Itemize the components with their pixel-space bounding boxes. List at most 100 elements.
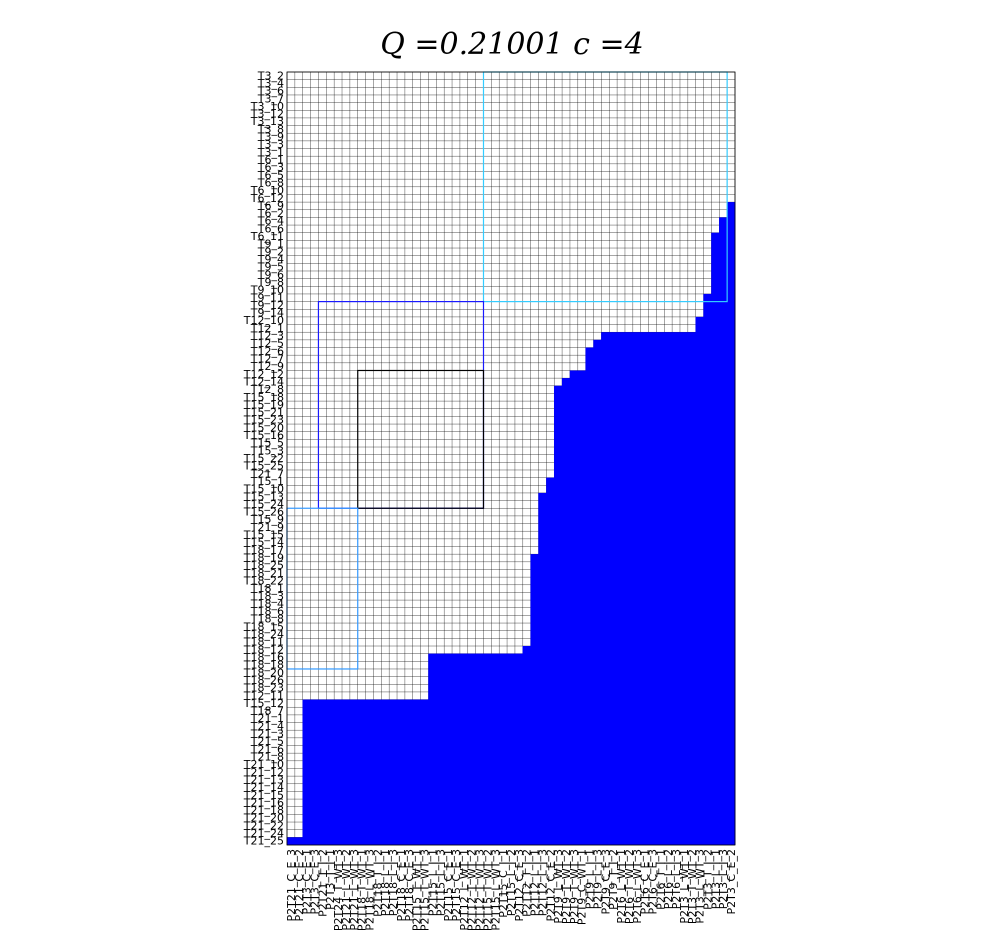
y-tick-label: T9_11 xyxy=(250,291,284,304)
y-tick-label: T15_10 xyxy=(243,483,284,496)
x-tick-label: P2T15_L_I_1 xyxy=(426,849,439,916)
heat-fill-28 xyxy=(506,653,516,845)
y-tick-label: T3_4 xyxy=(257,77,284,90)
y-tick-label: T21_6 xyxy=(250,743,284,756)
y-tick-label: T15_20 xyxy=(243,421,284,434)
chart-title: Q =0.21001 c =4 xyxy=(380,27,643,62)
y-tick-label: T18_1 xyxy=(250,582,284,595)
heat-fill-26 xyxy=(491,653,500,845)
heat-fill-33 xyxy=(546,477,555,845)
y-tick-label: T3_8 xyxy=(257,123,284,136)
y-tick-label: T9_1 xyxy=(257,238,284,251)
y-tick-label: T3_3 xyxy=(257,138,284,151)
heat-fill-47 xyxy=(656,332,665,845)
x-tick-label: P2T18_T_I_2 xyxy=(371,849,384,917)
heat-fill-55 xyxy=(719,217,728,846)
y-tick-label: T15_5 xyxy=(250,437,284,450)
heat-fill-23 xyxy=(467,653,477,845)
heat-fill-38 xyxy=(585,347,594,845)
y-tick-label: T12_3 xyxy=(250,330,284,343)
y-tick-label: T12_10 xyxy=(243,314,284,327)
y-tick-label: T18_16 xyxy=(243,651,284,664)
y-tick-label: T12_6 xyxy=(250,345,284,358)
y-tick-label: T21_9 xyxy=(250,521,284,534)
x-tick-label: P2T6_L_I_2 xyxy=(662,849,675,909)
y-tick-label: T15_18 xyxy=(243,391,284,404)
heat-fill-48 xyxy=(664,332,673,845)
y-tick-label: T15_3 xyxy=(250,444,284,457)
heatmap-frame xyxy=(286,71,736,846)
x-tick-label: P2T12_L_I_1 xyxy=(529,849,542,916)
x-tick-label: P2T3_T_I_2 xyxy=(701,849,714,910)
heat-fill-40 xyxy=(601,332,610,845)
heat-fill-18 xyxy=(428,653,437,845)
x-tick-labels: P2T21_C_E_3P2T21_C_E_2P2T3_C_E_1P2T3_C_E… xyxy=(285,849,738,931)
x-tick-label: P2T15_L_I_2 xyxy=(505,849,518,916)
x-tick-label: P2T18_L_I_1 xyxy=(379,849,392,916)
y-tick-label: T18_17 xyxy=(243,544,284,557)
heat-fill-16 xyxy=(412,699,422,845)
y-tick-labels: T3_2T3_4T3_6T3_7T3_10T3_12T3_13T3_8T3_9T… xyxy=(243,69,284,847)
x-tick-label: P2T15_L_I_3 xyxy=(434,849,447,916)
y-tick-label: T6_2 xyxy=(257,207,284,220)
y-tick-label: T21_3 xyxy=(250,728,284,741)
heat-fill-4 xyxy=(318,699,327,845)
heat-fill-53 xyxy=(703,293,712,845)
y-tick-label: T6_11 xyxy=(250,230,284,243)
y-tick-label: T18_6 xyxy=(250,605,284,618)
y-tick-label: T18_12 xyxy=(243,643,284,656)
y-tick-label: T9_6 xyxy=(257,268,284,281)
heat-fill-43 xyxy=(624,332,634,845)
y-tick-label: T12_8 xyxy=(250,383,284,396)
x-tick-label: P2T9_T_WT_2 xyxy=(560,849,573,924)
x-tick-label: P2T3_C_E_1 xyxy=(301,849,314,914)
x-tick-label: P2T3_L_WT_3 xyxy=(694,849,707,924)
heat-fill-11 xyxy=(373,699,382,845)
y-tick-label: T18_20 xyxy=(243,666,284,679)
y-tick-label: T21_8 xyxy=(250,750,284,763)
x-tick-label: P2T15_C_E_1 xyxy=(442,849,455,921)
x-tick-label: P2T6_T_I_1 xyxy=(654,849,667,910)
cluster-box-3 xyxy=(357,369,485,509)
y-tick-label: T9_5 xyxy=(257,261,284,274)
heat-fill-8 xyxy=(349,699,359,845)
heat-fill-5 xyxy=(326,699,335,845)
x-tick-label: P2T6_L_I_3 xyxy=(670,849,683,909)
y-tick-label: T12_9 xyxy=(250,360,284,373)
x-tick-label: P2T6_T_WT_2 xyxy=(623,849,636,924)
y-tick-label: T15_14 xyxy=(243,536,284,549)
x-tick-label: P2T9_C_E_3 xyxy=(599,849,612,914)
x-tick-label: P2T3_L_WT_1 xyxy=(678,849,691,924)
x-tick-label: P2T12_T_I_2 xyxy=(521,849,534,917)
x-tick-label: P2T18_C_E_3 xyxy=(403,849,416,921)
x-tick-label: P2T15_T_WT_3 xyxy=(419,849,432,931)
y-tick-label: T3_2 xyxy=(257,69,284,82)
y-tick-label: T6_3 xyxy=(257,161,284,174)
heat-fill-35 xyxy=(561,378,571,845)
heat-fill-2 xyxy=(302,699,311,845)
y-tick-label: T12_14 xyxy=(243,375,284,388)
y-tick-label: T21_20 xyxy=(243,812,284,825)
heat-fill-12 xyxy=(381,699,390,845)
heat-fill-22 xyxy=(459,653,469,845)
y-tick-label: T15_9 xyxy=(250,513,284,526)
y-tick-label: T9_2 xyxy=(257,245,284,258)
cluster-boxes xyxy=(286,71,736,846)
heat-fill-32 xyxy=(538,492,547,845)
y-tick-label: T9_14 xyxy=(250,307,284,320)
y-tick-label: T15_23 xyxy=(243,414,284,427)
y-tick-label: T6_1 xyxy=(257,154,284,167)
y-tick-label: T15_19 xyxy=(243,398,284,411)
heat-fill-31 xyxy=(530,554,539,845)
heat-fill-25 xyxy=(483,653,492,845)
y-tick-label: T15_22 xyxy=(243,452,284,465)
x-tick-label: P2T21_L_WT_3 xyxy=(348,849,361,931)
y-tick-label: T9_8 xyxy=(257,276,284,289)
x-tick-label: P2T12_L_I_3 xyxy=(536,849,549,916)
x-tick-label: P2T6_C_E_3 xyxy=(646,849,659,914)
heat-fill-20 xyxy=(443,653,453,845)
y-tick-label: T15_15 xyxy=(243,529,284,542)
y-tick-label: T15_1 xyxy=(250,475,284,488)
y-tick-label: T21_24 xyxy=(243,827,284,840)
y-tick-label: T18_21 xyxy=(243,567,284,580)
